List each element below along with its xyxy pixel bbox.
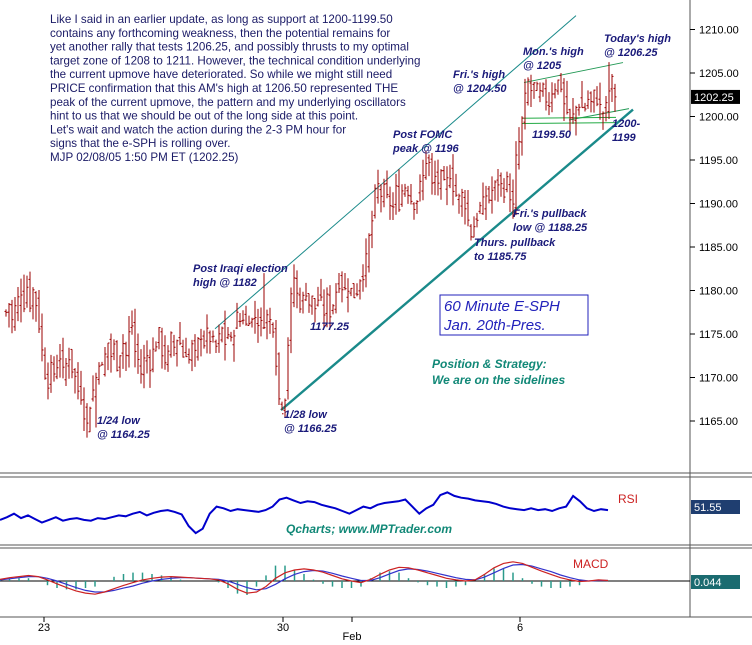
commentary-line: hint to us that we should be out of the … <box>50 110 358 123</box>
annotation-1177: 1177.25 <box>310 321 350 333</box>
y-tick-label: 1205.00 <box>699 68 739 80</box>
commentary-line: peak of the current upmove, the pattern … <box>50 96 406 109</box>
trendline-line <box>280 108 634 412</box>
macd-main-line <box>0 561 609 595</box>
support-2-line <box>521 122 617 124</box>
annotation-mon-high: Mon.'s high @ 1205 <box>523 46 584 72</box>
y-tick-label: 1210.00 <box>699 25 739 37</box>
last-price-marker: 1202.25 <box>691 89 740 104</box>
y-tick-label: 1195.00 <box>699 155 738 167</box>
rsi-panel <box>0 491 609 535</box>
x-tick-label: Feb <box>343 631 362 643</box>
commentary-line: yet another rally that tests 1206.25, an… <box>50 41 409 54</box>
trend-lines <box>214 15 634 412</box>
y-tick-label: 1165.00 <box>699 416 738 428</box>
commentary-line: PRICE confirmation that this AM's high a… <box>50 82 398 95</box>
price-panel <box>0 0 690 473</box>
commentary-line: signs that the e-SPH is rolling over. <box>50 137 230 150</box>
annotation-thurs-pullback: Thurs. pullback to 1185.75 <box>474 237 556 263</box>
chart-title-line-2: Jan. 20th-Pres. <box>443 317 546 334</box>
price-candles <box>4 62 617 438</box>
annotation-fri-high: Fri.'s high @ 1204.50 <box>453 69 507 95</box>
annotation-support-1200: 1200-1199 <box>612 118 640 144</box>
commentary-line: MJP 02/08/05 1:50 PM ET (1202.25) <box>50 151 239 164</box>
annotation-today-high: Today's high @ 1206.25 <box>604 33 671 59</box>
annotation-128-low: 1/28 low @ 1166.25 <box>284 409 338 435</box>
macd-signal-line <box>0 563 608 593</box>
chart-credit: Qcharts; www.MPTrader.com <box>286 522 452 536</box>
x-tick-label: 23 <box>38 622 50 634</box>
annotation-support-1199: 1199.50 <box>532 129 572 141</box>
commentary-line: contains any forthcoming weakness, then … <box>50 27 390 40</box>
rsi-last-value: 51.55 <box>694 502 722 514</box>
y-tick-label: 1180.00 <box>699 286 738 298</box>
y-tick-label: 1175.00 <box>699 329 738 341</box>
macd-panel <box>0 561 690 595</box>
rsi-label: RSI <box>618 492 638 506</box>
strategy-heading: Position & Strategy: <box>432 357 547 371</box>
chart-title-box: 60 Minute E-SPH Jan. 20th-Pres. <box>439 294 589 336</box>
strategy-text: We are on the sidelines <box>432 373 565 387</box>
macd-label: MACD <box>573 557 609 571</box>
upper-wedge-line <box>523 62 624 84</box>
x-tick-label: 30 <box>277 622 289 634</box>
commentary-text: Like I said in an earlier update, as lon… <box>50 13 420 164</box>
title-box-border <box>439 294 589 336</box>
rsi-last-marker: 51.55 <box>691 500 740 514</box>
y-tick-label: 1200.00 <box>699 112 739 124</box>
y-tick-label: 1170.00 <box>699 373 738 385</box>
chart-title-line-1: 60 Minute E-SPH <box>444 298 560 315</box>
rsi-series-line <box>0 491 609 535</box>
y-tick-label: 1185.00 <box>699 242 738 254</box>
commentary-line: Let's wait and watch the action during t… <box>50 123 346 136</box>
commentary-line: target zone of 1208 to 1211. However, th… <box>50 54 420 67</box>
annotation-post-iraqi-high: Post Iraqi election high @ 1182 <box>193 263 288 289</box>
y-tick-label: 1190.00 <box>699 199 738 211</box>
price-y-axis: 1165.00 1170.00 1175.00 1180.00 1185.00 1190.… <box>690 25 739 428</box>
annotations: 1/24 low @ 1164.25 Post Iraqi election hig… <box>97 33 671 441</box>
last-price-value: 1202.25 <box>694 92 734 104</box>
annotation-124-low: 1/24 low @ 1164.25 <box>97 415 151 441</box>
macd-last-value: 0.044 <box>694 577 722 589</box>
x-tick-label: 6 <box>517 622 523 634</box>
time-x-axis: 23 30 Feb 6 <box>38 617 523 643</box>
commentary-line: Like I said in an earlier update, as lon… <box>50 13 393 26</box>
macd-last-marker: 0.044 <box>691 575 740 589</box>
annotation-post-fomc: Post FOMC peak @ 1196 <box>392 129 459 155</box>
annotation-fri-pullback: Fri.'s pullback low @ 1188.25 <box>513 208 588 234</box>
commentary-line: the current upmove have deteriorated. So… <box>50 68 392 81</box>
channel-line <box>214 15 577 330</box>
